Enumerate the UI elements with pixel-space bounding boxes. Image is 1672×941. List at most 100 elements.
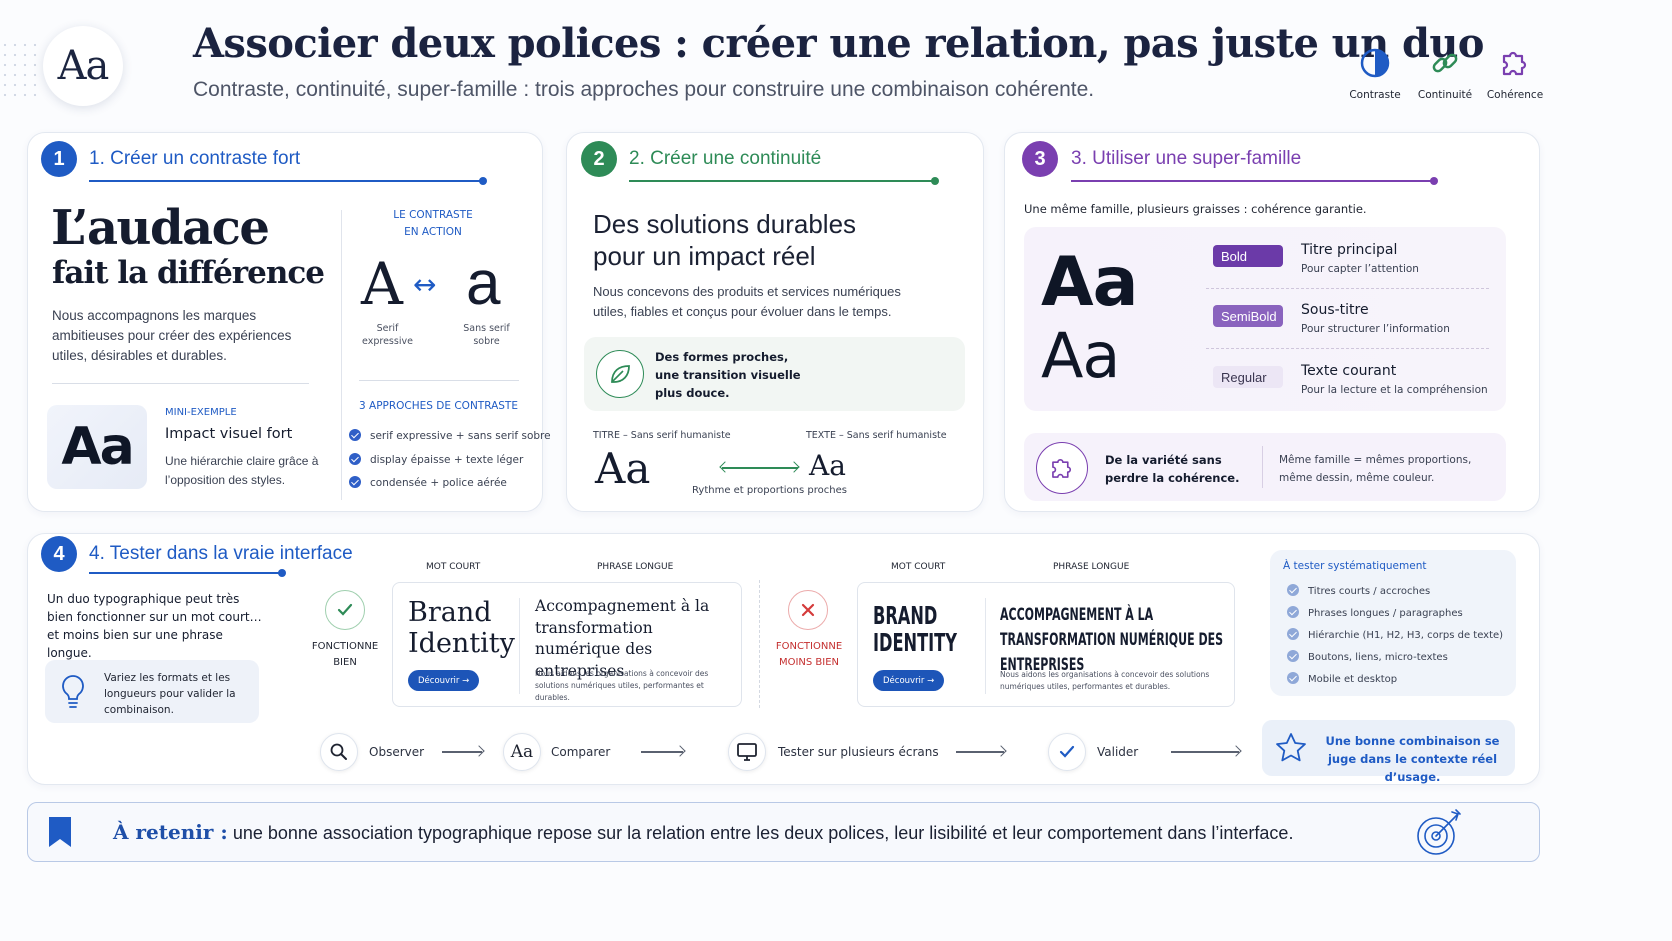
weight-desc: Pour structurer l’information [1301, 323, 1450, 335]
superfamily-footer-right: Même famille = mêmes proportions, même d… [1279, 454, 1472, 484]
tip-text: Variez les formats et les longueurs pour… [104, 672, 236, 716]
puzzle-badge-icon [1036, 442, 1088, 494]
test-intro: Un duo typographique peut très bien fonc… [47, 592, 262, 660]
glyph-sans: a [466, 249, 501, 318]
section-title: 3. Utiliser une super-famille [1071, 148, 1302, 169]
card-continuity [566, 132, 984, 512]
weight-tag: Bold [1213, 245, 1283, 267]
double-arrow-icon [722, 467, 798, 469]
check-icon [1287, 650, 1299, 662]
step-label: Tester sur plusieurs écrans [778, 745, 939, 759]
check-icon [349, 476, 361, 488]
superfamily-footer-left: De la variété sans perdre la cohérence. [1105, 453, 1240, 485]
bad-label-long: PHRASE LONGUE [1053, 562, 1130, 572]
bad-cross-icon [788, 590, 828, 630]
checklist-item: Mobile et desktop [1287, 672, 1397, 685]
glyph-serif: A [361, 250, 403, 318]
weight-tag: SemiBold [1213, 305, 1283, 327]
header-coherence: Cohérence [1482, 46, 1548, 101]
checklist-label: Phrases longues / paragraphes [1308, 608, 1463, 619]
puzzle-icon [1502, 51, 1527, 76]
logo-text: Aa [57, 43, 110, 89]
bad-long-sample: ACCOMPAGNEMENT À LA TRANSFORMATION NUMÉR… [1000, 605, 1224, 675]
vertical-divider [1262, 446, 1263, 488]
takeaway-body: une bonne association typographique repo… [232, 823, 1294, 843]
good-small-text: Nous aidons les organisations à concevoi… [535, 669, 709, 702]
approaches-title: 3 APPROCHES DE CONTRASTE [359, 400, 518, 412]
step-number: 4 [41, 536, 77, 572]
superfamily-footer [1024, 433, 1506, 501]
check-icon [1287, 628, 1299, 640]
step-number: 3 [1022, 141, 1058, 177]
bad-discover-button[interactable]: Découvrir → [873, 670, 945, 691]
good-discover-button[interactable]: Découvrir → [408, 670, 480, 691]
vertical-divider [341, 210, 342, 500]
section-title: 1. Créer un contraste fort [89, 148, 301, 169]
step-label: Comparer [551, 745, 611, 759]
step-label: Valider [1097, 745, 1139, 759]
vertical-divider [759, 580, 760, 708]
magnifier-icon [320, 733, 358, 771]
takeaway-text: À retenir : une bonne association typogr… [113, 820, 1293, 844]
check-icon [1048, 733, 1086, 771]
weight-title: Sous-titre [1301, 302, 1369, 318]
approach-label: display épaisse + texte léger [370, 454, 524, 466]
check-icon [349, 429, 361, 441]
checklist-item: Titres courts / accroches [1287, 584, 1430, 597]
mini-body: Une hiérarchie claire grâce à l’oppositi… [165, 454, 319, 487]
bad-small-text: Nous aidons les organisations à concevoi… [1000, 670, 1210, 691]
glyph-left-caption: Serif expressive [362, 323, 413, 347]
step-label: Observer [369, 745, 425, 759]
mini-label: MINI-EXEMPLE [165, 407, 237, 418]
weight-desc: Pour capter l’attention [1301, 263, 1419, 275]
continuity-headline: Des solutions durables pour un impact ré… [593, 209, 857, 271]
mini-sample-tile: Aa [47, 405, 147, 489]
leaf-icon [596, 350, 644, 398]
text-sample: Aa [809, 449, 846, 482]
decorative-dots [0, 40, 42, 100]
lightbulb-icon [62, 675, 84, 708]
star-icon [1276, 733, 1306, 762]
sample-regular: Aa [1041, 319, 1120, 392]
callout-box [584, 337, 965, 411]
good-status: FONCTIONNE BIEN [311, 641, 379, 668]
approach-item: condensée + police aérée [349, 476, 507, 489]
vertical-divider [985, 598, 986, 694]
glyph-arrow: ↔ [413, 268, 437, 301]
checklist-label: Boutons, liens, micro-textes [1308, 652, 1448, 663]
mini-sample-glyph: Aa [61, 417, 134, 477]
title-underline [1071, 177, 1438, 185]
target-icon [1417, 809, 1461, 855]
checklist-label: Mobile et desktop [1308, 674, 1398, 685]
half-circle-icon [1360, 48, 1390, 78]
bad-label-short: MOT COURT [891, 562, 946, 572]
good-check-icon [325, 590, 365, 630]
section-title: 4. Tester dans la vraie interface [89, 543, 353, 564]
header-icon-label: Cohérence [1486, 89, 1544, 101]
contrast-headline-2: fait la différence [52, 255, 325, 291]
good-label-long: PHRASE LONGUE [597, 562, 674, 572]
logo: Aa [43, 26, 123, 106]
header-icon-label: Continuité [1417, 89, 1473, 101]
aa-icon: Aa [503, 733, 541, 771]
link-icon [1432, 53, 1458, 73]
title-font-label: TITRE – Sans serif humaniste [593, 430, 731, 441]
divider [359, 380, 519, 381]
continuity-caption: Rythme et proportions proches [692, 485, 847, 496]
glyph-right-caption: Sans serif sobre [463, 323, 510, 347]
weight-title: Titre principal [1301, 242, 1398, 258]
weight-title: Texte courant [1301, 363, 1397, 379]
superfamily-intro: Une même famille, plusieurs graisses : c… [1024, 202, 1367, 216]
checklist-item: Boutons, liens, micro-textes [1287, 650, 1448, 663]
checklist-item: Phrases longues / paragraphes [1287, 606, 1463, 619]
check-icon [1287, 672, 1299, 684]
action-label: LE CONTRASTE EN ACTION [363, 207, 503, 241]
check-icon [349, 453, 361, 465]
divider [1206, 348, 1489, 349]
bookmark-icon [49, 817, 71, 847]
approach-item: serif expressive + sans serif sobre [349, 429, 551, 442]
conclusion-text: Une bonne combinaison se juge dans le co… [1325, 734, 1500, 784]
action-label-line-1: LE CONTRASTE [393, 209, 473, 221]
bad-status: FONCTIONNE MOINS BIEN [775, 641, 843, 668]
action-label-line-2: EN ACTION [404, 226, 462, 238]
